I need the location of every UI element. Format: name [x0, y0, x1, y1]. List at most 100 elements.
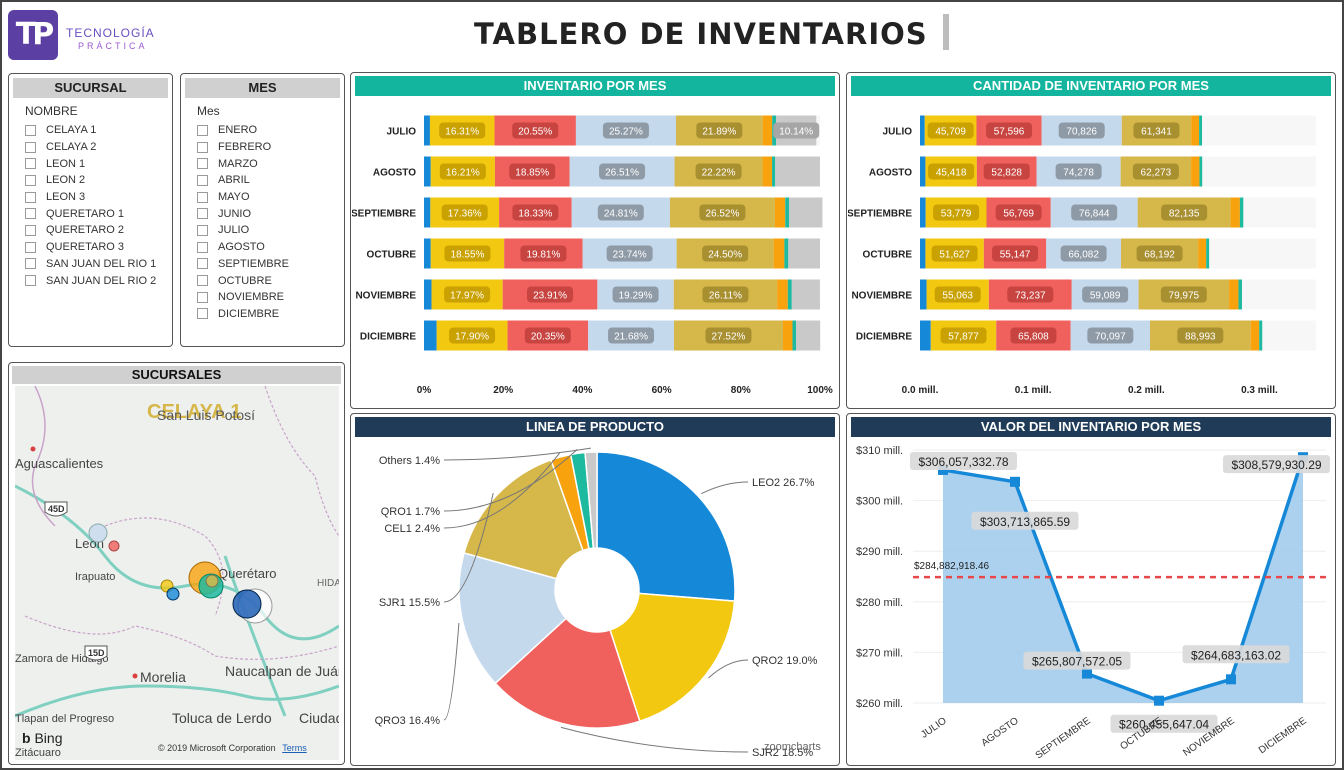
sucursal-item[interactable]: SAN JUAN DEL RIO 1 — [25, 256, 172, 273]
mes-item[interactable]: OCTUBRE — [197, 272, 344, 289]
cantidad-inventario-chart[interactable]: JULIO 45,709 57,596 70,826 61,341 AGOSTO 45,41… — [848, 98, 1334, 406]
sucursal-item[interactable]: LEON 3 — [25, 189, 172, 206]
mes-item-label: OCTUBRE — [218, 274, 272, 287]
bar-segment — [424, 156, 431, 187]
sucursal-item[interactable]: CELAYA 1 — [25, 122, 172, 139]
data-label-bg — [512, 204, 559, 221]
data-label-bg — [1161, 204, 1208, 221]
data-label: 18.33% — [518, 209, 552, 220]
pie-leader-line — [443, 452, 561, 529]
valor-inventario-chart[interactable]: $260 mill. $270 mill. $280 mill. $290 mill.… — [848, 438, 1334, 764]
checkbox[interactable] — [197, 275, 208, 287]
x-tick-label: 0.3 mill. — [1241, 385, 1278, 396]
map-label-tlapan: Tlapan del Progreso — [15, 713, 114, 725]
bar-segment — [424, 320, 437, 351]
sucursal-slicer: SUCURSAL NOMBRE CELAYA 1 CELAYA 2 LEON 1 LE… — [8, 73, 173, 347]
sucursal-item[interactable]: SAN JUAN DEL RIO 2 — [25, 272, 172, 289]
bar-segment — [773, 238, 785, 269]
checkbox[interactable] — [25, 158, 36, 170]
bing-label: Bing — [34, 730, 63, 746]
bar-segment — [772, 156, 776, 187]
sucursal-item[interactable]: CELAYA 2 — [25, 139, 172, 156]
sucursal-item[interactable]: LEON 1 — [25, 155, 172, 172]
checkbox[interactable] — [25, 224, 36, 236]
data-label: $260,455,647.04 — [1119, 718, 1209, 732]
linea-producto-title: LINEA DE PRODUCTO — [355, 417, 835, 437]
mes-item[interactable]: MARZO — [197, 155, 344, 172]
linea-producto-chart[interactable]: LEO2 26.7% QRO2 19.0% SJR2 18.5% QRO3 16.4%… — [352, 438, 838, 764]
checkbox[interactable] — [197, 308, 208, 320]
sucursal-item[interactable]: QUERETARO 1 — [25, 205, 172, 222]
map-bubble-sjr1[interactable] — [232, 589, 262, 619]
state-border — [31, 386, 56, 527]
x-tick-label: 60% — [652, 385, 672, 396]
sucursal-item[interactable]: LEON 2 — [25, 172, 172, 189]
checkbox[interactable] — [197, 124, 208, 136]
mes-item[interactable]: AGOSTO — [197, 239, 344, 256]
checkbox[interactable] — [197, 241, 208, 253]
map-bubble-queretaro2[interactable] — [205, 574, 219, 588]
sucursal-item-label: QUERETARO 3 — [46, 241, 125, 254]
pie-leader-line — [560, 726, 749, 753]
data-label: 57,596 — [994, 127, 1025, 138]
x-tick-label: 100% — [807, 385, 833, 396]
y-tick-label: $260 mill. — [856, 698, 903, 710]
checkbox[interactable] — [25, 191, 36, 203]
mes-item[interactable]: MAYO — [197, 189, 344, 206]
checkbox[interactable] — [197, 208, 208, 220]
checkbox[interactable] — [197, 141, 208, 153]
mes-item-label: FEBRERO — [218, 141, 272, 154]
mes-item[interactable]: SEPTIEMBRE — [197, 256, 344, 273]
map-terms-link[interactable]: Terms — [282, 743, 307, 753]
data-label-bg — [971, 511, 1079, 530]
mes-item[interactable]: JULIO — [197, 222, 344, 239]
mes-item[interactable]: JUNIO — [197, 205, 344, 222]
x-tick-label: SEPTIEMBRE — [1034, 715, 1093, 761]
x-tick-label: JULIO — [919, 715, 949, 740]
data-label-bg — [995, 204, 1042, 221]
data-label: 17.90% — [455, 332, 489, 343]
map-label-zitacuaro: Zitácuaro — [15, 747, 61, 759]
page-title: TABLERO DE INVENTARIOS — [474, 17, 928, 51]
checkbox[interactable] — [197, 191, 208, 203]
map-canvas[interactable]: CELAYA 1 San Luis Potosí Aguascalientes … — [15, 386, 339, 760]
checkbox[interactable] — [25, 174, 36, 186]
data-label: $264,683,163.02 — [1191, 648, 1281, 662]
mes-item[interactable]: ENERO — [197, 122, 344, 139]
checkbox[interactable] — [25, 275, 36, 287]
sucursal-item[interactable]: QUERETARO 2 — [25, 222, 172, 239]
sucursal-list: CELAYA 1 CELAYA 2 LEON 1 LEON 2 LEON 3 QUERET… — [9, 122, 172, 289]
checkbox[interactable] — [25, 124, 36, 136]
checkbox[interactable] — [25, 208, 36, 220]
data-label: 26.52% — [705, 209, 739, 220]
checkbox[interactable] — [197, 174, 208, 186]
category-label: NOVIEMBRE — [355, 291, 416, 302]
y-tick-label: $310 mill. — [856, 445, 903, 457]
mes-item[interactable]: FEBRERO — [197, 139, 344, 156]
map-bubble-celaya2[interactable] — [166, 587, 180, 601]
checkbox[interactable] — [197, 291, 208, 303]
bing-logo: b Bing — [22, 730, 62, 746]
inventario-por-mes-chart[interactable]: JULIO 16.31% 20.55% 25.27% 21.89% 10.14% AGOST… — [352, 98, 838, 406]
mes-item[interactable]: DICIEMBRE — [197, 306, 344, 323]
checkbox[interactable] — [25, 141, 36, 153]
mes-item[interactable]: NOVIEMBRE — [197, 289, 344, 306]
checkbox[interactable] — [197, 158, 208, 170]
checkbox[interactable] — [197, 258, 208, 270]
mes-item[interactable]: ABRIL — [197, 172, 344, 189]
map-bubble-leon1[interactable] — [88, 523, 108, 543]
data-label-bg — [699, 204, 746, 221]
checkbox[interactable] — [25, 241, 36, 253]
y-tick-label: $280 mill. — [856, 597, 903, 609]
data-label-bg — [1160, 286, 1207, 303]
logo-text-line2: PRÁCTICA — [78, 41, 148, 51]
data-label: 27.52% — [712, 332, 746, 343]
sucursal-item[interactable]: QUERETARO 3 — [25, 239, 172, 256]
checkbox[interactable] — [25, 258, 36, 270]
data-label: 73,237 — [1015, 291, 1046, 302]
bar-segment — [1191, 156, 1200, 187]
checkbox[interactable] — [197, 224, 208, 236]
map-bubble-leon2[interactable] — [108, 540, 120, 552]
bar-segment — [1250, 320, 1260, 351]
bar-segment — [1259, 320, 1263, 351]
